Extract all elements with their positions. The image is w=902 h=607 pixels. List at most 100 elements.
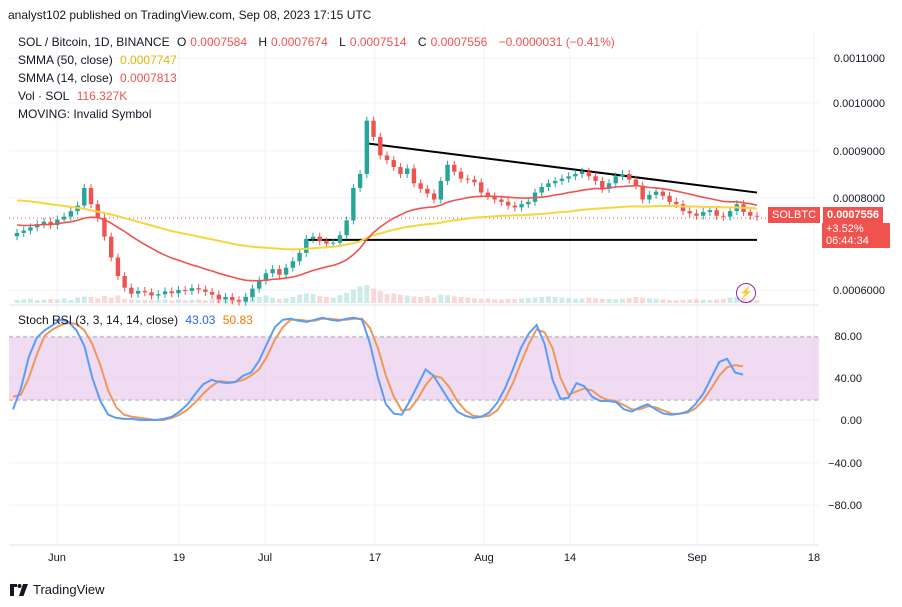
volume-bar <box>485 298 491 303</box>
candle-body <box>492 196 497 200</box>
candle-body <box>203 289 208 292</box>
volume-bar <box>633 297 639 303</box>
time-axis-label: 17 <box>369 552 381 564</box>
volume-bar <box>458 297 464 303</box>
volume-bar <box>68 300 74 303</box>
candle-body <box>721 215 726 217</box>
volume-bar <box>128 299 134 303</box>
volume-bar <box>41 299 47 303</box>
candle-body <box>135 290 141 294</box>
lightning-icon[interactable]: ⚡ <box>736 283 756 303</box>
footer-brand[interactable]: TradingView <box>10 582 105 597</box>
rsi-axis-label: 0.00 <box>841 415 862 427</box>
time-axis-label: Jul <box>258 552 272 564</box>
candle-body <box>754 215 760 217</box>
candle-body <box>586 171 592 177</box>
volume-bar <box>418 297 424 303</box>
candle-body <box>727 211 733 217</box>
volume-bar <box>189 300 195 303</box>
volume-bar <box>714 299 720 303</box>
volume-bar <box>505 298 511 303</box>
candle-body <box>680 204 686 212</box>
candle-body <box>236 300 242 302</box>
candle-body <box>552 180 558 184</box>
candle-body <box>384 155 390 161</box>
candle-body <box>472 179 477 183</box>
volume-bar <box>451 296 457 303</box>
ohlc-high: H 0.0007674 <box>258 35 328 49</box>
smma50-line <box>16 199 758 251</box>
ohlc-close: C 0.0007556 <box>417 35 488 49</box>
volume-bar <box>680 299 686 303</box>
volume-bar <box>693 299 699 303</box>
candle-body <box>243 296 248 302</box>
symbol-name[interactable]: SOL / Bitcoin, 1D, BINANCE <box>18 35 170 49</box>
volume-bar <box>465 297 471 303</box>
volume-bar <box>539 297 545 303</box>
candle-body <box>310 236 316 239</box>
volume-legend[interactable]: Vol · SOL 116.327K <box>18 89 128 103</box>
moving-legend[interactable]: MOVING: Invalid Symbol <box>18 107 152 121</box>
candle-body <box>579 171 585 174</box>
candle-body <box>263 273 269 281</box>
time-axis-label: 14 <box>564 552 576 564</box>
candle-body <box>223 296 228 300</box>
volume-bar <box>552 297 558 303</box>
candle-body <box>41 221 47 225</box>
candle-body <box>418 183 423 189</box>
candle-body <box>371 120 376 137</box>
volume-bar <box>337 295 343 303</box>
candle-body <box>445 164 450 181</box>
candle-body <box>411 168 417 184</box>
volume-bar <box>525 298 531 303</box>
volume-bar <box>559 297 565 303</box>
volume-bar <box>404 295 410 303</box>
price-axis-label: 0.0009000 <box>833 146 885 158</box>
candle-body <box>398 167 403 174</box>
candle-body <box>647 194 652 200</box>
candle-body <box>129 287 134 294</box>
candle-body <box>378 136 383 156</box>
volume-bar <box>317 295 323 303</box>
volume-bar <box>14 300 20 303</box>
candle-body <box>28 227 33 231</box>
stoch-rsi-legend[interactable]: Stoch RSI (3, 3, 14, 14, close) 43.03 50… <box>18 313 253 327</box>
volume-bar <box>619 298 625 303</box>
candle-body <box>277 269 282 275</box>
volume-bar <box>613 299 619 303</box>
candle-body <box>499 199 504 202</box>
price-axis-label: 0.0011000 <box>834 53 885 65</box>
candle-body <box>452 164 457 172</box>
volume-bar <box>653 298 659 303</box>
volume-bar <box>297 294 303 303</box>
ohlc-low: L 0.0007514 <box>339 35 407 49</box>
volume-bar <box>492 299 498 303</box>
volume-bar <box>27 298 33 303</box>
price-tag-change: +3.52% <box>822 223 890 235</box>
candle-body <box>526 201 531 205</box>
volume-bar <box>88 297 94 303</box>
smma50-legend[interactable]: SMMA (50, close) 0.0007747 <box>18 53 177 67</box>
candle-body <box>364 120 370 174</box>
candle-body <box>478 182 484 193</box>
candle-body <box>196 288 201 290</box>
volume-bar <box>135 300 141 303</box>
smma14-legend[interactable]: SMMA (14, close) 0.0007813 <box>18 71 177 85</box>
volume-bar <box>586 297 592 303</box>
candle-body <box>344 220 349 236</box>
volume-bar <box>149 300 155 303</box>
volume-bar <box>34 300 40 303</box>
volume-bar <box>350 289 356 303</box>
candle-body <box>519 204 524 208</box>
volume-bar <box>371 288 377 303</box>
candle-body <box>270 269 275 274</box>
candle-body <box>82 187 87 206</box>
volume-bar <box>276 298 282 303</box>
volume-bar <box>310 294 316 303</box>
volume-bar <box>175 299 181 303</box>
volume-bar <box>572 298 578 303</box>
candle-body <box>391 160 396 168</box>
candle-body <box>674 201 679 205</box>
volume-bar <box>357 286 363 303</box>
candle-body <box>61 216 67 220</box>
